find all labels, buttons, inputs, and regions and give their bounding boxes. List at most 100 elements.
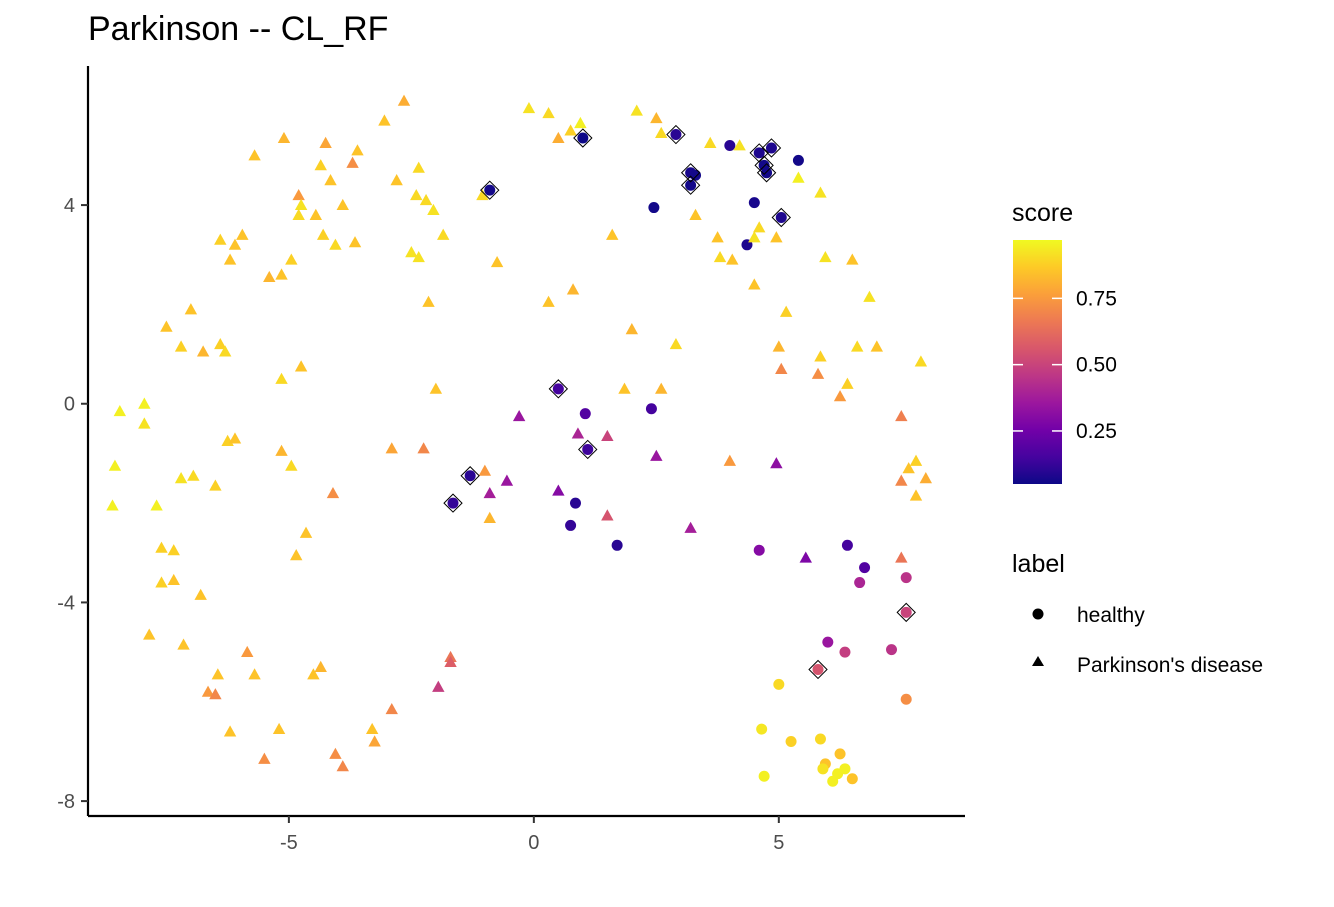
point-healthy: [611, 539, 623, 551]
point-healthy: [900, 693, 912, 705]
y-tick-label: 4: [64, 195, 75, 217]
point-parkinsons: [833, 390, 847, 402]
point-parkinsons: [419, 193, 433, 206]
point-parkinsons: [150, 499, 163, 511]
point-parkinsons: [385, 442, 398, 454]
point-parkinsons: [552, 131, 565, 143]
point-parkinsons: [275, 372, 288, 384]
point-parkinsons: [160, 320, 173, 332]
point-parkinsons: [155, 576, 168, 588]
point-parkinsons: [618, 382, 631, 394]
point-parkinsons: [412, 251, 425, 263]
point-healthy: [569, 497, 581, 509]
point-healthy: [690, 169, 702, 181]
highlight-diamond-marker: [480, 180, 500, 200]
point-parkinsons: [512, 409, 526, 422]
point-parkinsons: [299, 526, 313, 538]
point-parkinsons: [113, 404, 127, 417]
colorbar-label: 0.50: [1076, 354, 1117, 377]
point-parkinsons: [214, 337, 227, 350]
point-parkinsons: [272, 722, 286, 735]
point-parkinsons: [326, 486, 340, 499]
point-parkinsons: [385, 703, 398, 715]
point-parkinsons: [138, 397, 151, 409]
point-parkinsons: [167, 544, 180, 556]
point-parkinsons: [669, 337, 683, 350]
point-healthy: [464, 470, 476, 482]
point-parkinsons: [228, 432, 242, 444]
highlight-diamond-marker: [666, 124, 686, 145]
point-parkinsons: [174, 472, 188, 484]
point-parkinsons: [368, 735, 381, 747]
highlight-diamond-marker: [680, 175, 701, 195]
point-healthy: [648, 202, 660, 214]
point-healthy: [834, 748, 846, 760]
point-parkinsons: [522, 102, 536, 114]
point-parkinsons: [228, 238, 242, 250]
point-parkinsons: [564, 124, 577, 136]
point-parkinsons: [378, 114, 391, 126]
point-parkinsons: [542, 295, 555, 307]
x-tick-label: 0: [528, 832, 539, 854]
points-layer: [106, 94, 933, 787]
point-healthy: [758, 770, 770, 782]
point-parkinsons: [316, 228, 330, 240]
point-healthy: [841, 539, 853, 551]
point-parkinsons: [601, 509, 614, 521]
point-parkinsons: [601, 429, 614, 441]
point-parkinsons: [307, 668, 320, 680]
highlight-layer: [443, 124, 916, 680]
point-parkinsons: [294, 198, 308, 211]
highlight-diamond-marker: [573, 128, 593, 148]
point-parkinsons: [108, 459, 122, 471]
shape-legend-title: label: [1012, 550, 1065, 578]
point-parkinsons: [275, 268, 288, 280]
color-legend: score 0.25 0.50 0.75: [1012, 199, 1117, 484]
point-parkinsons: [483, 486, 496, 499]
highlight-diamond-marker: [548, 379, 569, 399]
point-parkinsons: [329, 747, 342, 759]
y-tick-label: -4: [57, 592, 75, 614]
point-parkinsons: [895, 551, 908, 563]
point-parkinsons: [314, 660, 327, 672]
point-healthy: [812, 663, 824, 675]
point-parkinsons: [684, 521, 697, 533]
highlight-diamond-marker: [808, 659, 828, 680]
point-parkinsons: [630, 104, 643, 116]
point-parkinsons: [444, 655, 457, 667]
point-healthy: [859, 562, 871, 574]
point-healthy: [670, 129, 682, 141]
point-healthy: [753, 147, 765, 159]
colorbar-label: 0.75: [1076, 287, 1117, 310]
point-parkinsons: [214, 233, 227, 245]
y-axis-ticks: 4 0 -4 -8: [57, 195, 88, 813]
point-parkinsons: [412, 161, 425, 173]
point-healthy: [839, 646, 851, 658]
point-parkinsons: [476, 188, 489, 201]
point-parkinsons: [711, 231, 724, 243]
legend-label-healthy: healthy: [1077, 604, 1145, 627]
point-parkinsons: [895, 409, 908, 422]
point-parkinsons: [870, 340, 884, 352]
point-parkinsons: [733, 139, 746, 151]
point-parkinsons: [429, 382, 443, 394]
point-parkinsons: [566, 283, 580, 295]
point-parkinsons: [143, 628, 156, 640]
point-healthy: [822, 636, 834, 648]
point-healthy: [552, 383, 564, 395]
point-healthy: [753, 544, 765, 556]
point-parkinsons: [346, 156, 359, 168]
point-parkinsons: [895, 474, 908, 486]
point-parkinsons: [914, 355, 928, 367]
point-parkinsons: [319, 136, 332, 148]
point-parkinsons: [552, 484, 565, 496]
point-parkinsons: [196, 345, 210, 357]
point-parkinsons: [478, 464, 492, 476]
point-parkinsons: [194, 588, 207, 600]
point-parkinsons: [263, 270, 276, 283]
point-parkinsons: [248, 149, 261, 161]
point-healthy: [775, 211, 787, 223]
shape-legend: label healthy Parkinson's disease: [1012, 550, 1263, 677]
point-healthy: [761, 167, 773, 179]
